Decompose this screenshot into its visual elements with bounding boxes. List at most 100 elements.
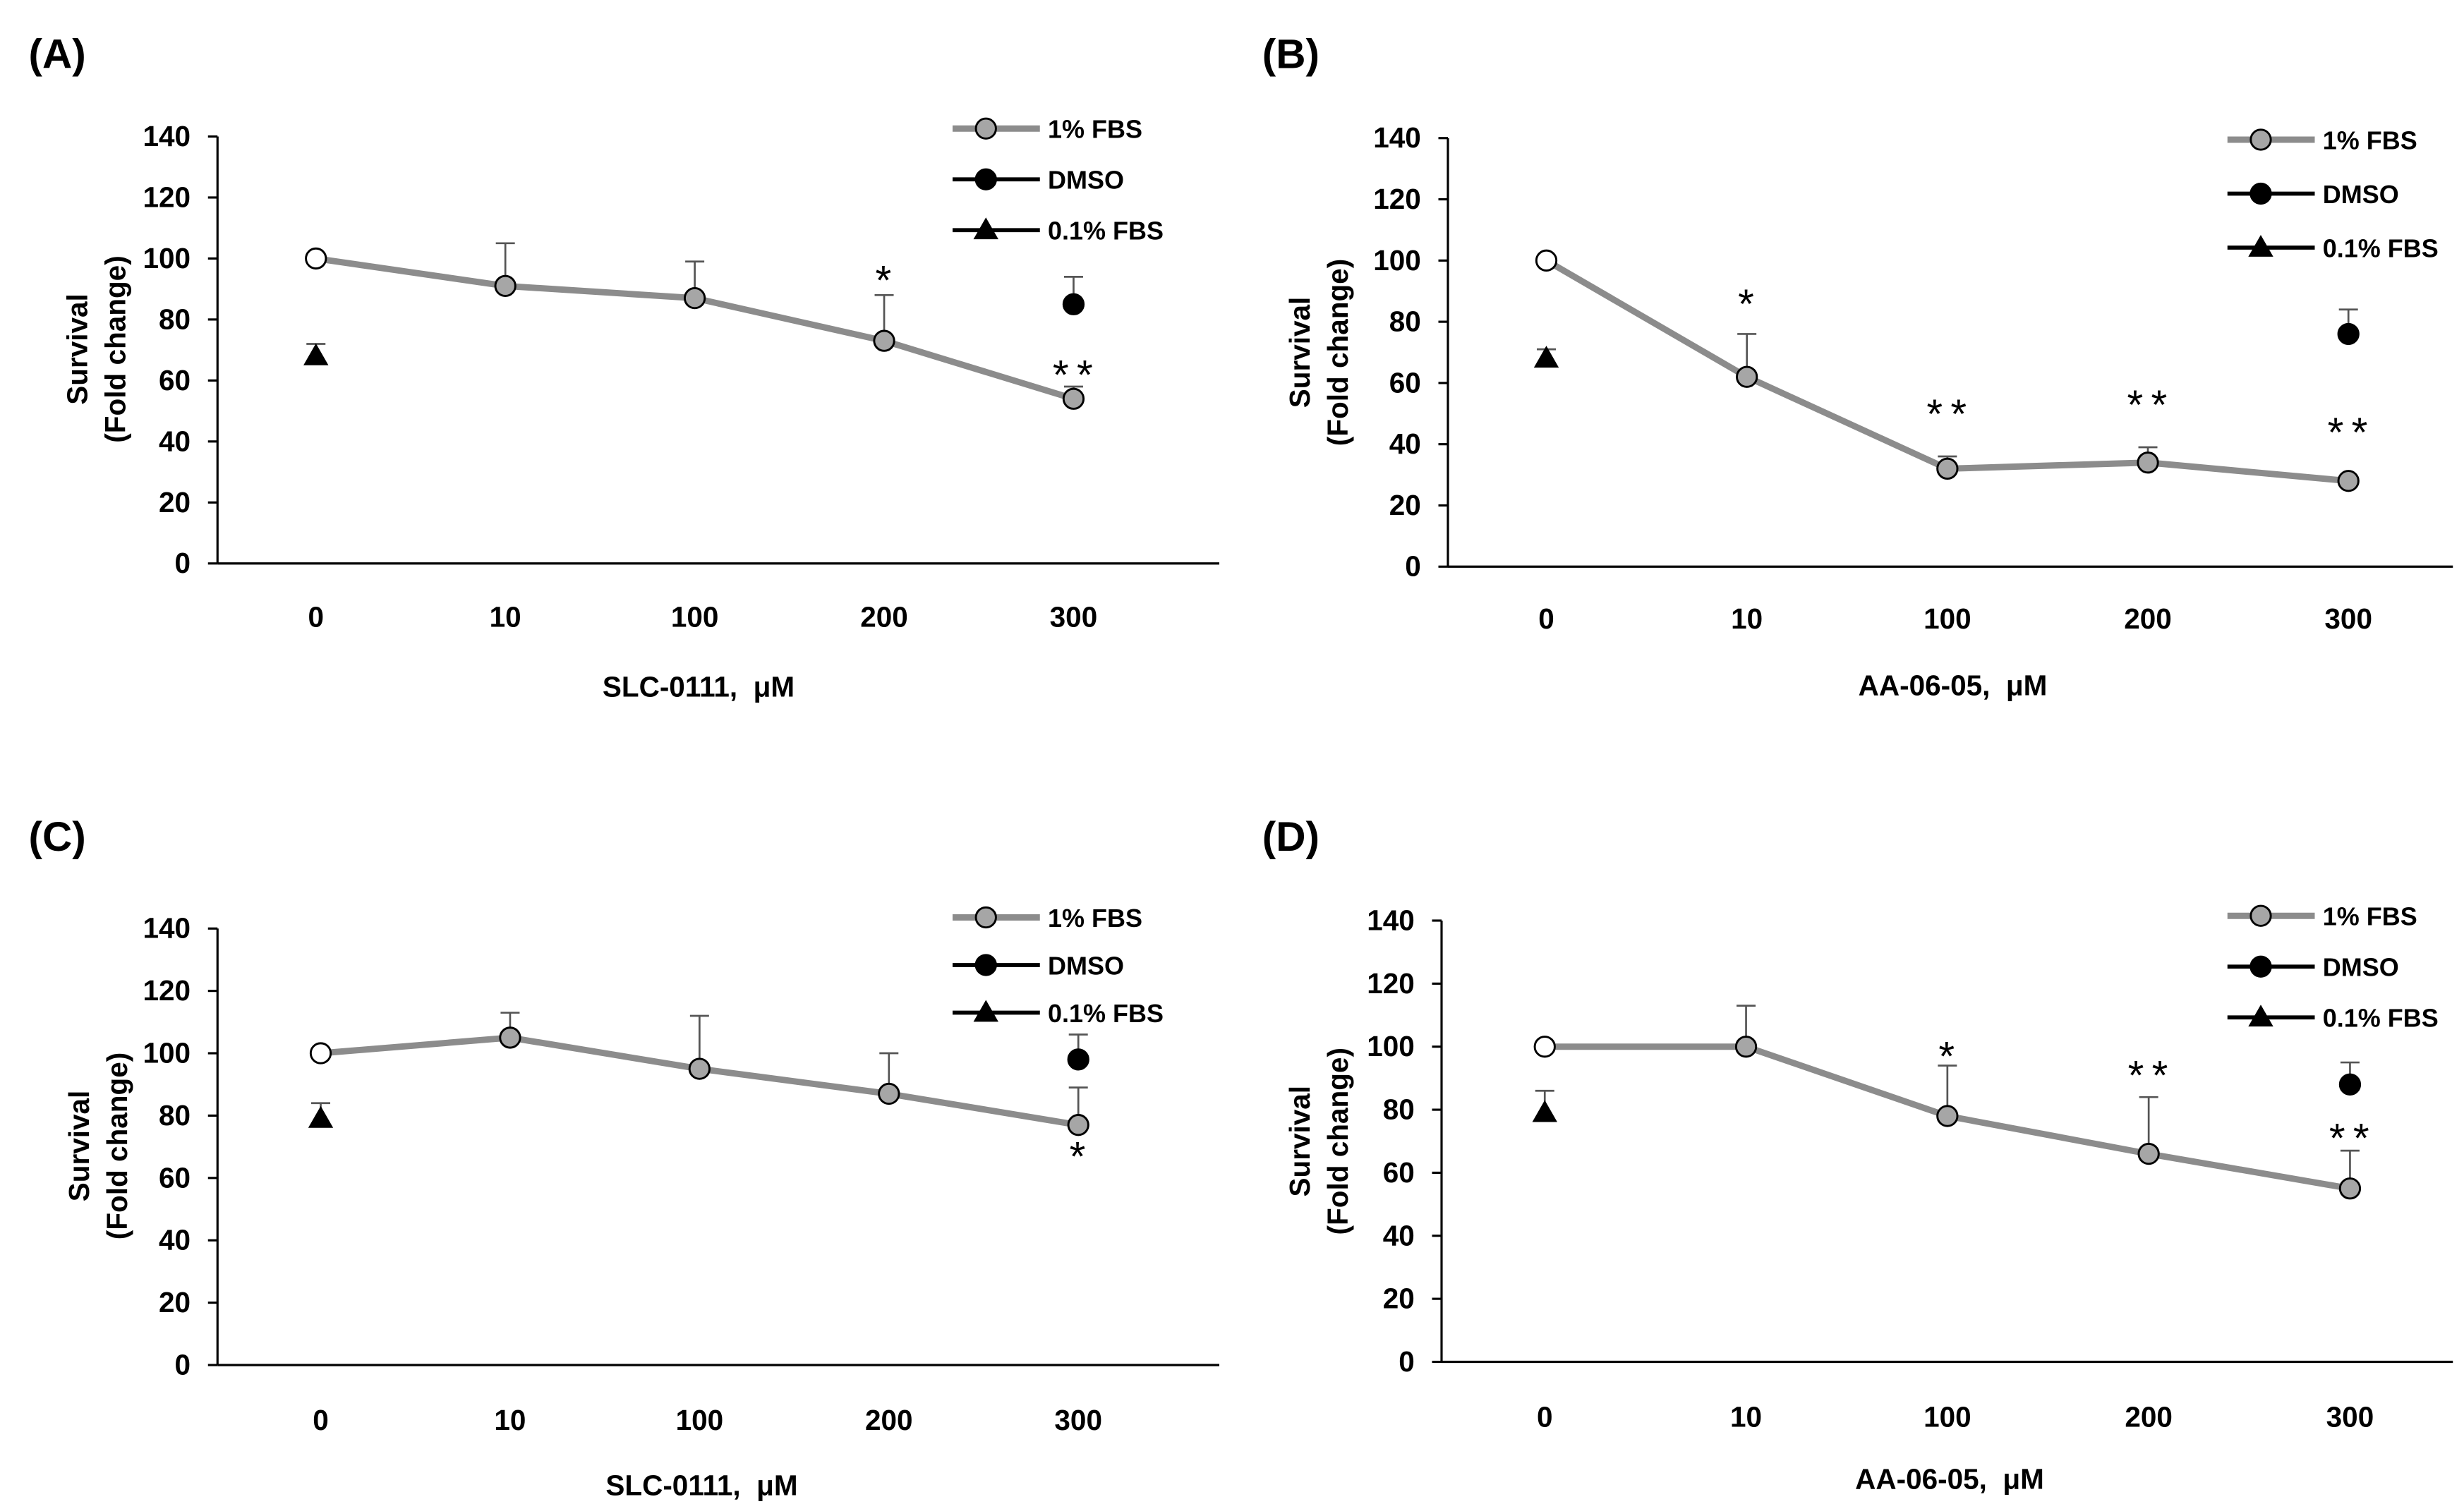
- panel-a-series-0-1pct-fbs: [303, 343, 329, 365]
- panel-d-series-0-1pct-fbs: [1532, 1089, 1557, 1122]
- panel-a-y-tick-label-140: 140: [143, 120, 191, 152]
- panel-b-legend-1pct-fbs: 1% FBS: [2227, 126, 2417, 154]
- panel-d-0-1pct-fbs-point-0: [1532, 1100, 1557, 1122]
- legend-marker: [974, 954, 997, 976]
- panel-a-0-1pct-fbs-point-0: [303, 343, 329, 365]
- panel-b-y-axis-title-line-1: Survival: [1284, 297, 1316, 408]
- legend-label: 0.1% FBS: [1048, 999, 1164, 1028]
- legend-label: 1% FBS: [1048, 904, 1142, 933]
- legend-marker: [974, 906, 997, 929]
- panel-b-y-tick-label-20: 20: [1389, 489, 1421, 521]
- panel-a-y-tick-label-40: 40: [159, 425, 191, 457]
- panel-c-series-dmso: [1067, 1033, 1089, 1071]
- legend-marker: [973, 217, 998, 240]
- panel-b-y-tick-label-120: 120: [1373, 183, 1421, 215]
- panel-a-1pct-fbs-point-200: [873, 329, 895, 352]
- panel-c-0-1pct-fbs-point-0: [308, 1105, 334, 1128]
- panel-a-1pct-fbs-point-100: [683, 286, 706, 310]
- panel-a-series-1pct-fbs: [305, 242, 1085, 410]
- panel-b-0-1pct-fbs-point-0: [1533, 346, 1559, 368]
- panel-c-significance-300: *: [1070, 1134, 1094, 1179]
- panel-b-y-tick-label-100: 100: [1373, 244, 1421, 277]
- panel-a-y-tick-label-60: 60: [159, 364, 191, 396]
- panel-c-x-tick-label-0: 0: [313, 1404, 329, 1436]
- panel-b-x-tick-label-0: 0: [1538, 602, 1554, 635]
- panel-c-legend-1pct-fbs: 1% FBS: [953, 904, 1142, 933]
- panel-b-significance-100: **: [1926, 392, 1974, 437]
- legend-marker: [973, 1000, 998, 1022]
- panel-d-legend-dmso: DMSO: [2227, 953, 2399, 982]
- panel-c-y-tick-label-120: 120: [143, 974, 191, 1007]
- panel-b-1pct-fbs-point-10: [1736, 365, 1758, 388]
- panel-a-y-axis-title-line-1: Survival: [61, 293, 94, 405]
- panel-a-1pct-fbs-point-300: [1062, 387, 1085, 410]
- panel-b-y-axis-title-line-2: (Fold change): [1322, 259, 1354, 446]
- legend-marker: [2248, 234, 2273, 257]
- panel-d-y-tick-label-60: 60: [1383, 1156, 1415, 1189]
- panel-b-y-tick-label-40: 40: [1389, 427, 1421, 460]
- panel-d-x-tick-label-100: 100: [1924, 1401, 1971, 1433]
- panel-c-x-axis-title: SLC-0111, μM: [605, 1469, 797, 1501]
- panel-a-y-tick-label-20: 20: [159, 486, 191, 518]
- panel-b-legend-0-1pct-fbs: 0.1% FBS: [2227, 234, 2439, 262]
- legend-label: DMSO: [2323, 953, 2399, 982]
- panel-d-x-tick-label-300: 300: [2326, 1401, 2374, 1433]
- panel-b-significance-10: *: [1738, 281, 1762, 327]
- panel-b-label: (B): [1262, 32, 1319, 78]
- panel-c-series-0-1pct-fbs: [308, 1102, 334, 1128]
- panel-c-label: (C): [29, 814, 86, 860]
- panel-b-significance-300: **: [2328, 410, 2376, 456]
- panel-c-y-tick-label-140: 140: [143, 912, 191, 945]
- panel-d-x-tick-label-0: 0: [1537, 1401, 1553, 1433]
- panel-d-y-tick-label-120: 120: [1367, 967, 1415, 1000]
- panel-a-x-axis-title: SLC-0111, μM: [603, 671, 795, 703]
- panel-a-dmso-point-300: [1062, 293, 1085, 315]
- panel-b-x-tick-label-100: 100: [1924, 602, 1971, 635]
- panel-b-x-axis-title: AA-06-05, μM: [1859, 669, 2048, 701]
- panel-b-1pct-fbs-point-100: [1936, 457, 1959, 480]
- panel-a-y-tick-label-0: 0: [174, 547, 191, 579]
- legend-marker: [2249, 182, 2272, 205]
- legend-label: 0.1% FBS: [2323, 234, 2439, 262]
- panel-c-dmso-point-300: [1067, 1048, 1089, 1071]
- legend-label: 1% FBS: [1048, 115, 1142, 144]
- panel-d-x-tick-label-200: 200: [2125, 1401, 2173, 1433]
- panel-d-y-tick-label-80: 80: [1383, 1093, 1415, 1126]
- panel-b-x-tick-label-10: 10: [1731, 602, 1763, 635]
- panel-d-significance-100: *: [1938, 1033, 1962, 1079]
- panel-b-legend-dmso: DMSO: [2227, 180, 2399, 209]
- panel-d-y-tick-label-20: 20: [1383, 1282, 1415, 1315]
- panel-a-1pct-fbs-point-10: [494, 274, 517, 297]
- panel-d-y-tick-label-0: 0: [1399, 1345, 1415, 1378]
- legend-marker: [2249, 904, 2272, 927]
- panel-a-legend-1pct-fbs: 1% FBS: [953, 115, 1142, 144]
- panel-d-1pct-fbs-point-10: [1734, 1036, 1758, 1058]
- panel-d-significance-300: **: [2329, 1116, 2377, 1162]
- panel-a-x-tick-label-200: 200: [860, 601, 908, 633]
- panel-a: (A) 0 20 40 60 80 100 120 140 0 10 100 200 300 SLC-011…: [29, 32, 1220, 703]
- legend-label: DMSO: [2323, 180, 2399, 209]
- panel-b-y-tick-label-0: 0: [1405, 550, 1421, 583]
- panel-d-x-axis-title: AA-06-05, μM: [1855, 1462, 2044, 1495]
- panel-b-x-tick-label-200: 200: [2124, 602, 2172, 635]
- panel-c-x-tick-label-100: 100: [676, 1404, 724, 1436]
- panel-c-1pct-fbs-point-200: [878, 1082, 900, 1105]
- panel-d-y-tick-label-100: 100: [1367, 1030, 1415, 1062]
- panel-a-label: (A): [29, 32, 86, 78]
- panel-a-y-tick-label-80: 80: [159, 303, 191, 335]
- panel-b-dmso-point-300: [2337, 322, 2360, 346]
- panel-b: (B) 0 20 40 60 80 100 120 140 0 10 100 200 300 AA-06-0…: [1262, 32, 2453, 701]
- panel-d-1pct-fbs-point-0: [1533, 1036, 1556, 1058]
- panel-c-y-tick-label-80: 80: [159, 1099, 191, 1132]
- panel-d-legend-1pct-fbs: 1% FBS: [2227, 902, 2417, 931]
- panel-b-y-tick-label-60: 60: [1389, 366, 1421, 399]
- panel-a-x-tick-label-10: 10: [490, 601, 521, 633]
- panel-b-1pct-fbs-point-200: [2137, 451, 2159, 474]
- panel-a-legend-0-1pct-fbs: 0.1% FBS: [953, 217, 1164, 245]
- panel-d-dmso-point-300: [2338, 1073, 2362, 1096]
- legend-marker: [2249, 955, 2272, 978]
- panel-c-1pct-fbs-point-10: [499, 1026, 521, 1049]
- panel-a-y-tick-label-100: 100: [143, 242, 191, 274]
